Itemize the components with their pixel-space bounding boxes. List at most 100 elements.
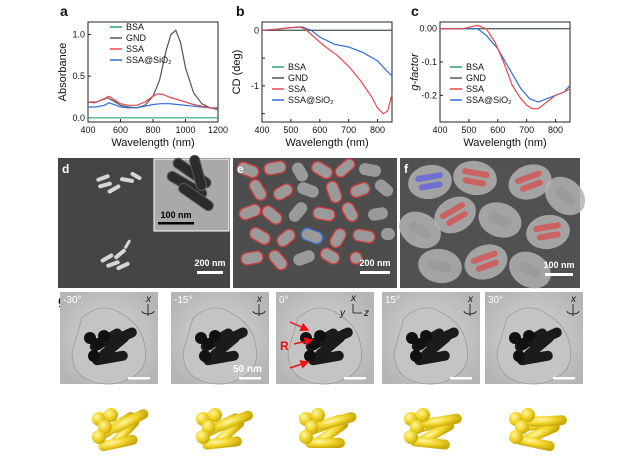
particle	[325, 180, 343, 204]
3d-model	[509, 408, 567, 452]
legend-entry: SSA@SiO₂	[288, 95, 334, 105]
panel-f-sem-image: 100 nm f	[399, 158, 586, 289]
x-axis-label: Wavelength (nm)	[463, 137, 546, 149]
particle	[381, 228, 395, 240]
rotation-icon	[566, 304, 580, 316]
y-tick-label: -1	[251, 81, 259, 91]
y-axis-label: g-factor	[409, 52, 421, 91]
particle	[261, 205, 283, 225]
particle	[272, 183, 294, 201]
panel-label-a: a	[60, 3, 68, 19]
axis-label-x: x	[570, 294, 577, 305]
3d-model	[196, 408, 254, 450]
particle	[399, 211, 441, 249]
panel-d-sem-image: 100 nm 200 nm d	[58, 154, 230, 288]
series-line	[88, 102, 218, 109]
y-tick-label: -0.1	[421, 57, 437, 67]
panel-label-d: d	[62, 162, 69, 176]
tomography-tile: -15° x	[171, 292, 269, 385]
series-line	[261, 26, 393, 115]
tomography-tile: 15° x	[382, 292, 480, 385]
particle	[453, 160, 497, 196]
particle	[293, 250, 315, 266]
arrow	[293, 337, 314, 347]
particle	[238, 203, 262, 221]
x-tick-label: 1200	[208, 125, 228, 135]
legend-entry: SSA	[466, 84, 484, 94]
particle	[368, 207, 388, 221]
x-tick-label: 600	[113, 125, 128, 135]
panel-label-c: c	[411, 3, 419, 19]
particle	[263, 160, 287, 176]
angle-label: 30°	[488, 295, 503, 306]
x-tick-label: 400	[432, 125, 447, 135]
legend-entry: SSA	[126, 44, 144, 54]
particle	[300, 227, 324, 245]
particle	[236, 161, 260, 179]
x-tick-label: 600	[312, 125, 327, 135]
panel-label-e: e	[237, 162, 244, 176]
panel-e-sem-image: 200 nm e	[233, 158, 397, 288]
axis-label-x: x	[350, 293, 357, 304]
particle	[268, 249, 288, 271]
particle	[434, 196, 476, 234]
legend-entry: BSA	[288, 62, 306, 72]
nanorod-cluster-top	[96, 172, 142, 194]
legend-entry: SSA	[288, 84, 306, 94]
panel-label-b: b	[236, 3, 245, 19]
tomography-tile: -30° x	[60, 292, 158, 385]
x-axis-label: Wavelength (nm)	[111, 137, 194, 149]
particle	[478, 202, 522, 238]
particle	[248, 179, 268, 201]
particle	[334, 158, 356, 178]
panel-d-scale-label: 200 nm	[194, 258, 225, 268]
particle	[359, 163, 381, 177]
y-axis-label: CD (deg)	[231, 50, 243, 95]
3d-models-row	[92, 408, 567, 452]
nanorod-cluster-bottom	[100, 239, 131, 271]
legend-entry: GND	[126, 33, 147, 43]
tomography-tile: 0°	[276, 292, 374, 385]
x-tick-label: 800	[548, 125, 563, 135]
angle-label: 15°	[385, 295, 400, 306]
particle	[319, 247, 341, 265]
axis-label-x: x	[256, 294, 263, 305]
y-tick-label: -0.2	[421, 90, 437, 100]
inset-scale-label: 100 nm	[160, 210, 191, 220]
x-tick-label: 1000	[175, 125, 195, 135]
rotation-icon	[463, 304, 477, 316]
legend-entry: SSA@SiO₂	[126, 55, 172, 65]
chart-cd: 400 500 600 700 800 0 -1 Wavelength (nm) CD (deg…	[231, 3, 393, 149]
chart-absorbance: 400 600 800 1000 1200 0.0 0.5 1.0 Wavelength (nm…	[57, 3, 228, 149]
angle-label: -15°	[174, 295, 192, 306]
tomography-tile: 30° x	[485, 292, 583, 385]
axes-icon	[352, 304, 362, 314]
zoomed-particles	[399, 160, 586, 289]
particle	[292, 162, 308, 182]
particle	[509, 251, 551, 289]
x-axis-label: Wavelength (nm)	[285, 137, 368, 149]
particle	[352, 228, 376, 244]
particle	[418, 248, 462, 284]
legend-entry: BSA	[126, 22, 144, 32]
y-tick-label: 0.0	[72, 113, 85, 123]
x-tick-label: 500	[283, 125, 298, 135]
y-tick-label: 1.0	[72, 30, 85, 40]
x-tick-label: 800	[370, 125, 385, 135]
x-tick-label: 500	[461, 125, 476, 135]
3d-model	[92, 408, 149, 452]
legend-entry: SSA@SiO₂	[466, 95, 512, 105]
x-tick-label: 800	[145, 125, 160, 135]
legend-entry: BSA	[466, 62, 484, 72]
particle	[311, 160, 333, 180]
legend-entry: GND	[466, 73, 487, 83]
r-label: R	[280, 339, 289, 353]
series-line	[87, 29, 219, 111]
rotation-icon	[252, 304, 266, 316]
3d-model	[404, 408, 462, 450]
angle-label: 0°	[279, 295, 289, 306]
particle	[240, 250, 264, 266]
particle	[349, 181, 371, 199]
